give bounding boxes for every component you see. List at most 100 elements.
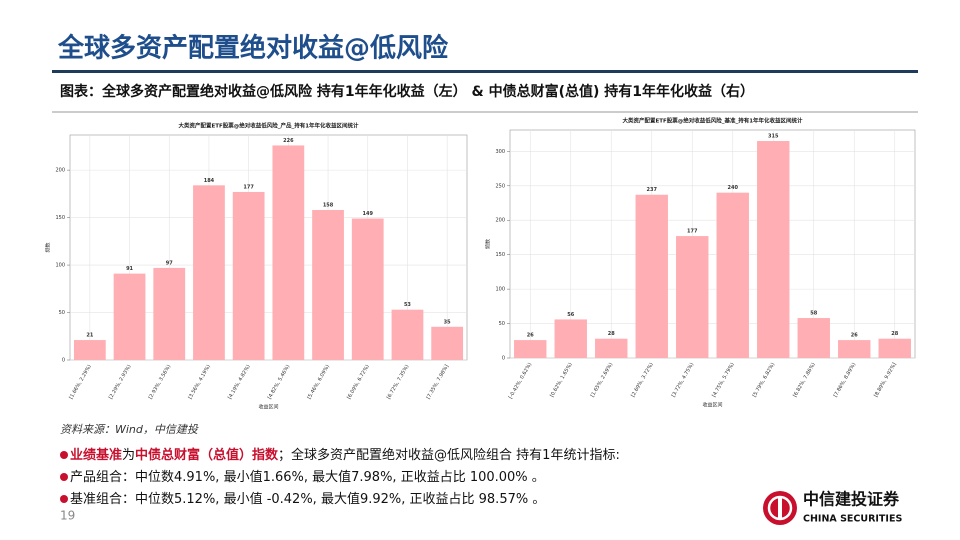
x-tick-label: [1.66%, 2.29%) (68, 364, 93, 401)
logo-name: 中信建投证券 (803, 490, 900, 509)
note-segment: 产品组合：中位数4.91%, 最小值1.66%, 最大值7.98%, 正收益占比… (70, 469, 545, 485)
y-tick-label: 100 (55, 263, 65, 269)
bar (514, 340, 547, 358)
y-axis-label: 频数 (45, 242, 52, 252)
value-label: 91 (126, 266, 133, 272)
note-segment: 为 (122, 448, 135, 463)
x-tick-label: [4.19%, 4.82%) (227, 364, 252, 401)
notes: 业绩基准为中债总财富（总值）指数；全球多资产配置绝对收益@低风险组合 持有1年统… (60, 447, 620, 507)
value-label: 21 (86, 333, 93, 339)
y-tick-label: 0 (62, 358, 65, 364)
chart: 大类资产配置ETF股票@绝对收益低风险_基准_持有1年年化收益区间统计频数收益区… (485, 117, 916, 409)
note-segment: ；全球多资产配置绝对收益@低风险组合 持有1年统计指标: (278, 447, 620, 463)
x-tick-label: [6.09%, 6.72%) (346, 364, 371, 401)
y-tick-label: 200 (55, 168, 65, 174)
value-label: 97 (166, 260, 173, 266)
value-label: 177 (243, 184, 254, 190)
chart-title: 大类资产配置ETF股票@绝对收益低风险_产品_持有1年年化收益区间统计 (178, 122, 359, 130)
y-axis-label: 频数 (485, 239, 492, 249)
bar (431, 326, 464, 360)
note-segment: 中债总财富（总值）指数 (135, 447, 279, 463)
bar (193, 185, 225, 360)
note: 基准组合：中位数5.12%, 最小值 -0.42%, 最大值9.92%, 正收益… (70, 491, 545, 507)
value-label: 158 (323, 203, 334, 209)
y-tick-label: 50 (59, 310, 65, 316)
note: 产品组合：中位数4.91%, 最小值1.66%, 最大值7.98%, 正收益占比… (70, 469, 545, 485)
y-tick-label: 50 (499, 321, 505, 327)
bar (716, 192, 749, 358)
x-axis-label: 收益区间 (702, 402, 722, 409)
bar (391, 309, 424, 360)
x-tick-label: [5.79%, 6.82%) (752, 362, 777, 399)
y-tick-label: 200 (495, 218, 505, 224)
logo: 中信建投证券 CHINA SECURITIES (763, 490, 902, 525)
x-tick-label: [-0.42%, 0.62%) (508, 362, 534, 400)
x-tick-label: [1.65%, 2.69%) (590, 362, 615, 399)
x-tick-label: [0.62%, 1.65%) (549, 362, 574, 399)
x-tick-label: [4.82%, 5.46%) (267, 364, 292, 401)
note: 业绩基准为中债总财富（总值）指数；全球多资产配置绝对收益@低风险组合 持有1年统… (70, 447, 620, 463)
source: 资料来源：Wind，中信建投 (60, 423, 199, 436)
x-tick-label: [3.72%, 4.75%) (671, 362, 696, 399)
bar (113, 273, 146, 360)
x-tick-label: [2.69%, 3.72%) (630, 362, 655, 399)
title-rule (52, 70, 918, 73)
note-segment: 业绩基准 (70, 447, 122, 463)
bar (351, 218, 384, 360)
value-label: 237 (647, 187, 658, 193)
bar (554, 319, 587, 358)
y-tick-label: 250 (495, 183, 505, 189)
y-tick-label: 150 (55, 215, 65, 221)
value-label: 35 (444, 319, 451, 325)
value-label: 240 (728, 185, 739, 191)
value-label: 26 (851, 333, 858, 339)
x-tick-label: [2.29%, 2.93%) (108, 364, 133, 401)
value-label: 177 (687, 229, 698, 235)
y-tick-label: 150 (495, 252, 505, 258)
bar (595, 338, 628, 358)
bullet (60, 495, 68, 503)
bullet (60, 473, 68, 481)
value-label: 149 (363, 211, 374, 217)
bar (272, 145, 305, 360)
bar (635, 194, 668, 358)
chart: 大类资产配置ETF股票@绝对收益低风险_产品_持有1年年化收益区间统计频数收益区… (45, 122, 468, 411)
logo-bar (778, 497, 782, 519)
bar (878, 338, 911, 358)
bar (73, 340, 106, 360)
caption: 图表：全球多资产配置绝对收益@低风险 持有1年年化收益（左） & 中债总财富(总… (60, 83, 754, 100)
value-label: 28 (891, 331, 898, 337)
x-tick-label: [8.89%, 9.92%] (873, 362, 898, 399)
x-axis-label: 收益区间 (258, 404, 278, 411)
note-segment: 基准组合：中位数5.12%, 最小值 -0.42%, 最大值9.92%, 正收益… (70, 491, 545, 507)
bar (232, 191, 265, 360)
value-label: 184 (204, 178, 215, 184)
value-label: 28 (608, 331, 615, 337)
value-label: 58 (810, 311, 817, 317)
x-tick-label: [7.35%, 7.98%] (426, 364, 451, 401)
x-tick-label: [7.86%, 8.89%) (833, 362, 858, 399)
chart-title: 大类资产配置ETF股票@绝对收益低风险_基准_持有1年年化收益区间统计 (622, 117, 803, 125)
bullet (60, 451, 68, 459)
x-tick-label: [5.46%, 6.09%) (306, 364, 331, 401)
value-label: 226 (283, 138, 294, 144)
x-tick-label: [6.72%, 7.35%) (386, 364, 411, 401)
x-tick-label: [3.56%, 4.19%) (187, 364, 212, 401)
page-number: 19 (60, 509, 75, 523)
bar (312, 210, 344, 360)
y-tick-label: 0 (502, 356, 505, 362)
bar (797, 318, 830, 358)
bar (153, 267, 186, 360)
value-label: 315 (768, 134, 779, 140)
slide-title: 全球多资产配置绝对收益@低风险 (57, 33, 449, 64)
value-label: 26 (527, 333, 534, 339)
x-tick-label: [4.75%, 5.79%) (711, 362, 736, 399)
x-tick-label: [2.93%, 3.56%) (148, 364, 173, 401)
logo-english: CHINA SECURITIES (803, 514, 902, 525)
charts: 大类资产配置ETF股票@绝对收益低风险_产品_持有1年年化收益区间统计频数收益区… (45, 117, 916, 411)
bar (838, 340, 871, 358)
bar (676, 236, 709, 358)
y-tick-label: 100 (495, 287, 505, 293)
bar (757, 141, 790, 358)
